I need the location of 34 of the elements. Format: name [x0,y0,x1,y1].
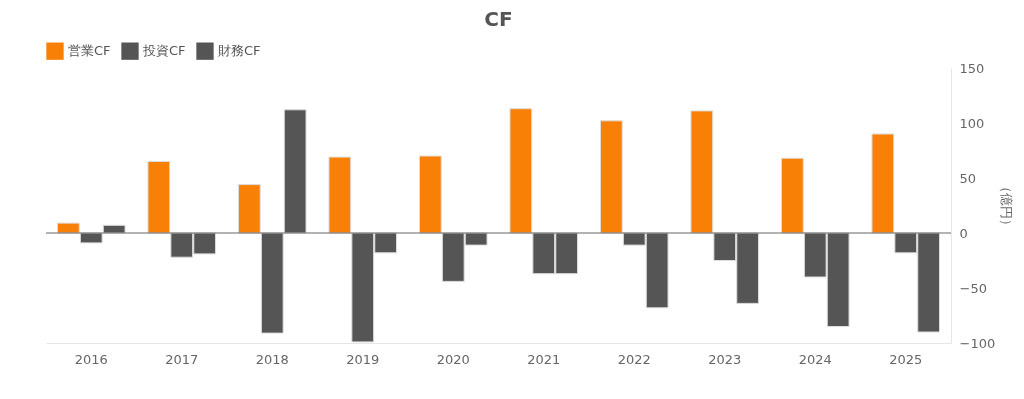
y-axis-title: （億円） [999,180,1015,232]
bar [418,155,442,234]
x-tick-label: 2022 [617,351,651,367]
y-tick-label: 150 [959,60,985,76]
y-tick-label: −100 [959,335,996,351]
x-tick-label: 2024 [798,351,832,367]
legend-label: 営業CF [68,43,111,59]
bar [599,120,623,234]
chart-title: CF [484,7,513,31]
x-tick-label: 2021 [527,351,561,367]
bar [147,161,171,234]
y-tick-label: 100 [959,115,985,131]
bar [780,157,804,234]
x-tick-label: 2017 [165,351,199,367]
legend-label: 財務CF [218,43,261,59]
bar [56,222,80,234]
x-tick-label: 2025 [889,351,923,367]
y-tick-label: 0 [959,225,968,241]
bar [237,184,261,234]
y-tick-label: −50 [959,280,987,296]
bar [690,110,714,234]
y-tick-label: 50 [959,170,977,186]
bar [283,109,307,234]
x-tick-label: 2020 [436,351,470,367]
legend-label: 投資CF [142,43,186,59]
x-tick-label: 2019 [346,351,380,367]
bar [79,232,103,244]
x-tick-label: 2018 [255,351,289,367]
bar [871,133,895,234]
bar [260,232,284,334]
bar [328,156,352,234]
x-tick-label: 2016 [74,351,108,367]
bar [509,108,533,234]
x-tick-label: 2023 [708,351,742,367]
